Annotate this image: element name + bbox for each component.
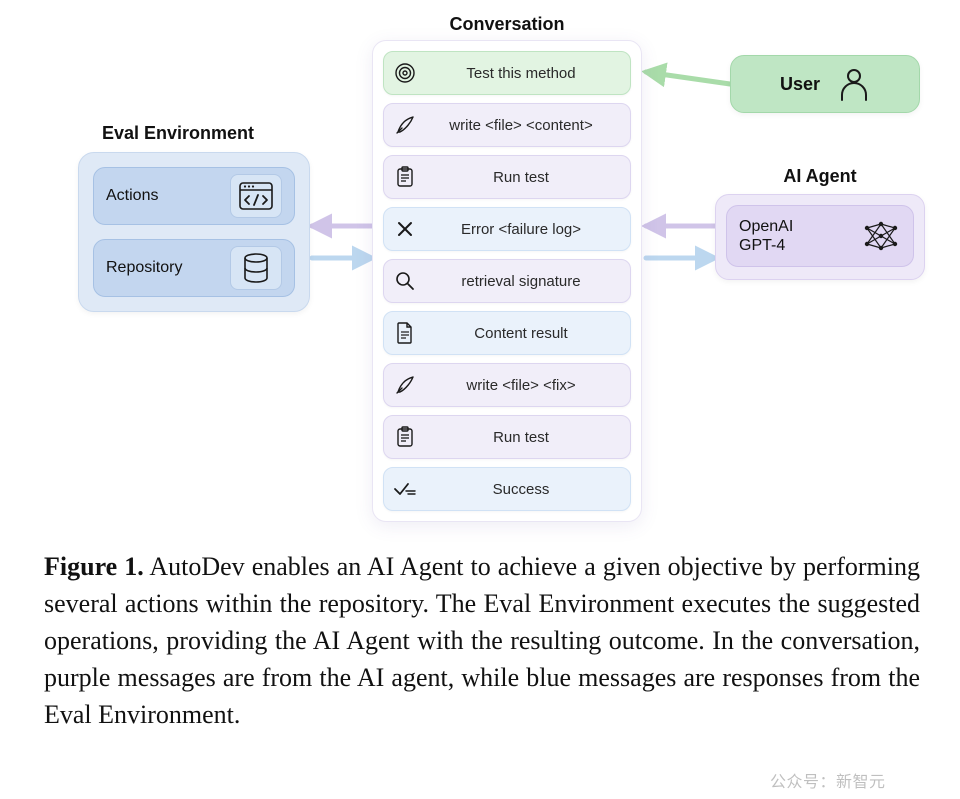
user-label: User — [780, 74, 820, 95]
eval-env-panel: Actions Repository — [78, 152, 310, 312]
conversation-item: Success — [383, 467, 631, 511]
watermark-text: 公众号：新智元 — [770, 768, 886, 792]
eval-actions-box: Actions — [93, 167, 295, 225]
conversation-item: Run test — [383, 415, 631, 459]
check-icon — [388, 481, 422, 497]
code-window-icon — [230, 174, 282, 218]
conversation-item-label: Run test — [422, 169, 620, 186]
conversation-item: Run test — [383, 155, 631, 199]
document-icon — [388, 322, 422, 344]
clipboard-icon — [388, 426, 422, 448]
conversation-item-label: retrieval signature — [422, 273, 620, 290]
conversation-title: Conversation — [372, 14, 642, 35]
ai-agent-label: OpenAI GPT-4 — [739, 217, 793, 255]
conversation-item-label: write <file> <fix> — [422, 377, 620, 394]
caption-text: AutoDev enables an AI Agent to achieve a… — [44, 552, 920, 729]
ai-agent-inner: OpenAI GPT-4 — [726, 205, 914, 267]
conversation-item: Error <failure log> — [383, 207, 631, 251]
quill-icon — [388, 114, 422, 136]
conversation-item: Content result — [383, 311, 631, 355]
eval-repo-box: Repository — [93, 239, 295, 297]
conversation-item-label: write <file> <content> — [422, 117, 620, 134]
ai-agent-panel: OpenAI GPT-4 — [715, 194, 925, 280]
conversation-item: retrieval signature — [383, 259, 631, 303]
conversation-panel: Test this method write <file> <content> Ru… — [372, 40, 642, 522]
database-icon — [230, 246, 282, 290]
conversation-item: Test this method — [383, 51, 631, 95]
quill-icon — [388, 374, 422, 396]
conversation-item: write <file> <content> — [383, 103, 631, 147]
search-icon — [388, 270, 422, 292]
conversation-item-label: Error <failure log> — [422, 221, 620, 238]
figure-canvas: Eval Environment Actions — [0, 0, 960, 799]
eval-repo-label: Repository — [106, 259, 182, 277]
conversation-item-label: Test this method — [422, 65, 620, 82]
eval-actions-label: Actions — [106, 187, 158, 205]
target-icon — [388, 62, 422, 84]
conversation-item-label: Content result — [422, 325, 620, 342]
neural-icon — [861, 216, 901, 256]
user-box: User — [730, 55, 920, 113]
arrow-user-to-conv — [646, 72, 730, 84]
caption-prefix: Figure 1. — [44, 552, 144, 581]
conversation-item-label: Run test — [422, 429, 620, 446]
eval-env-title: Eval Environment — [78, 123, 278, 144]
clipboard-icon — [388, 166, 422, 188]
x-icon — [388, 219, 422, 239]
conversation-item-label: Success — [422, 481, 620, 498]
ai-agent-title: AI Agent — [715, 166, 925, 187]
person-icon — [838, 67, 870, 101]
figure-caption: Figure 1. AutoDev enables an AI Agent to… — [44, 549, 920, 734]
conversation-item: write <file> <fix> — [383, 363, 631, 407]
